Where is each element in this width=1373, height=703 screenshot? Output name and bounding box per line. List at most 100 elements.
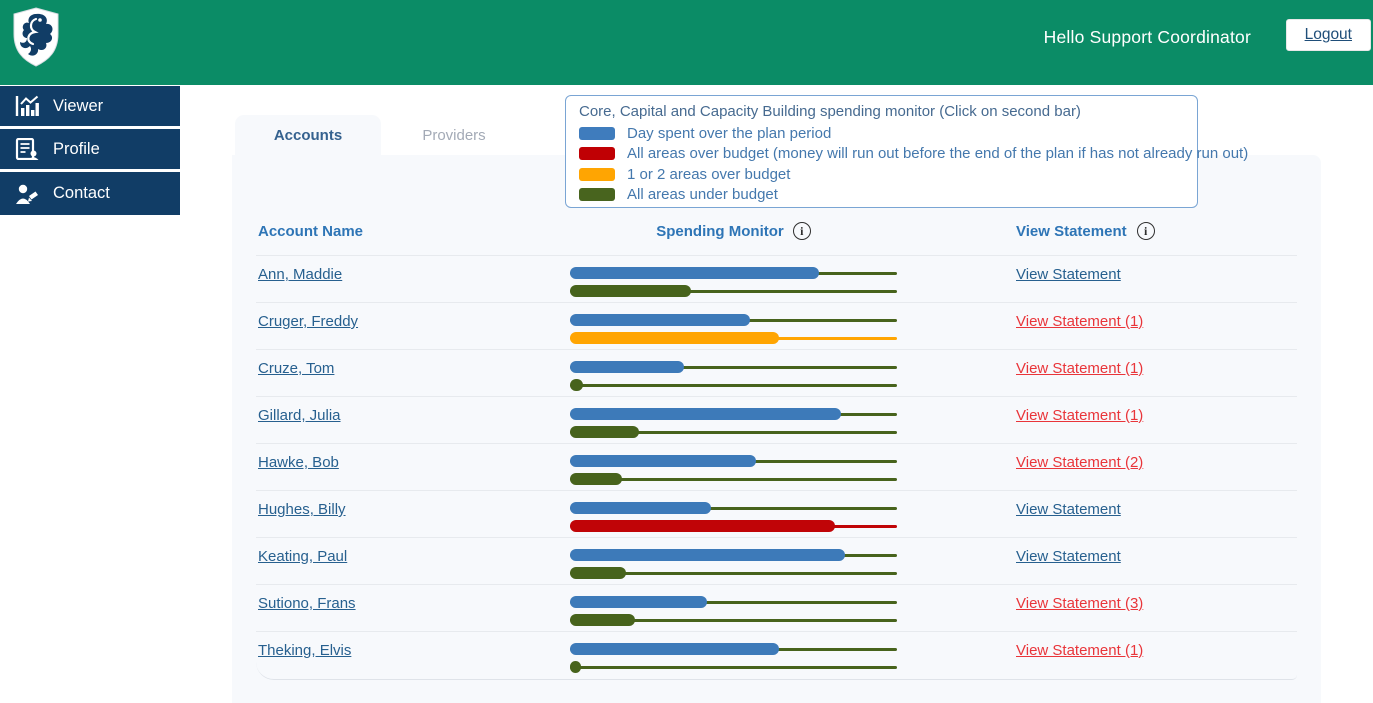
legend-color-swatch <box>579 188 615 202</box>
account-name-link[interactable]: Cruze, Tom <box>258 360 335 377</box>
spending-monitor-legend: Core, Capital and Capacity Building spen… <box>565 95 1248 208</box>
legend-label: 1 or 2 areas over budget <box>627 165 791 183</box>
budget-status-bar[interactable] <box>570 426 897 438</box>
table-header-row: Account Name Spending Monitor i View Sta… <box>256 207 1297 256</box>
day-spent-bar <box>570 408 897 420</box>
day-spent-bar-track <box>570 365 897 369</box>
view-statement-link[interactable]: View Statement (1) <box>1016 642 1144 659</box>
budget-bar-track <box>570 477 897 481</box>
sidebar-item-label: Contact <box>53 184 110 202</box>
table-row: Hawke, Bob View Statement (2) <box>256 444 1297 491</box>
table-row: Cruze, Tom View Statement (1) <box>256 350 1297 397</box>
legend-label: All areas over budget (money will run ou… <box>627 145 1249 163</box>
day-spent-bar <box>570 549 897 561</box>
budget-bar-fill <box>570 614 636 626</box>
tab-bar: Accounts Providers <box>235 115 527 155</box>
budget-status-bar[interactable] <box>570 567 897 579</box>
view-statement-link[interactable]: View Statement <box>1016 501 1121 518</box>
budget-status-bar[interactable] <box>570 661 897 673</box>
legend-item: 1 or 2 areas over budget <box>579 164 1184 185</box>
day-spent-bar-fill <box>570 549 845 561</box>
budget-status-bar[interactable] <box>570 473 897 485</box>
legend-color-swatch <box>579 147 615 161</box>
day-spent-bar-track <box>570 506 897 510</box>
account-name-link[interactable]: Cruger, Freddy <box>258 313 359 330</box>
tab-providers[interactable]: Providers <box>381 115 527 155</box>
budget-bar-fill <box>570 332 780 344</box>
table-row: Ann, Maddie View Statement <box>256 256 1297 303</box>
budget-bar-fill <box>570 285 691 297</box>
view-statement-link[interactable]: View Statement (1) <box>1016 313 1144 330</box>
info-icon[interactable]: i <box>792 222 811 240</box>
greeting-text: Hello Support Coordinator <box>1043 27 1251 47</box>
view-statement-link[interactable]: View Statement (1) <box>1016 360 1144 377</box>
accounts-panel: Account Name Spending Monitor i View Sta… <box>232 155 1321 703</box>
legend-color-swatch <box>579 167 615 181</box>
view-statement-link[interactable]: View Statement <box>1016 548 1121 565</box>
budget-bar-fill <box>570 379 584 391</box>
table-row: Gillard, Julia View Statement (1) <box>256 397 1297 444</box>
contact-person-icon <box>14 183 40 205</box>
table-row: Sutiono, Frans View Statement (3) <box>256 585 1297 632</box>
legend-items: Day spent over the plan period All areas… <box>579 123 1248 206</box>
day-spent-bar-track <box>570 600 897 604</box>
account-name-link[interactable]: Theking, Elvis <box>258 642 352 659</box>
tab-accounts[interactable]: Accounts <box>235 115 381 155</box>
view-statement-link[interactable]: View Statement (1) <box>1016 407 1144 424</box>
budget-status-bar[interactable] <box>570 285 897 297</box>
table-row: Keating, Paul View Statement <box>256 538 1297 585</box>
spending-monitor-bars <box>570 444 897 490</box>
account-name-link[interactable]: Hawke, Bob <box>258 454 339 471</box>
table-row: Theking, Elvis View Statement (1) <box>256 632 1297 679</box>
budget-bar-fill <box>570 520 835 532</box>
account-name-link[interactable]: Hughes, Billy <box>258 501 346 518</box>
spending-monitor-bars <box>570 303 897 349</box>
sidebar-item-label: Viewer <box>53 96 104 115</box>
view-statement-link[interactable]: View Statement <box>1016 266 1121 283</box>
budget-bar-fill <box>570 473 623 485</box>
legend-item: All areas under budget <box>579 185 1184 206</box>
legend-label: Day spent over the plan period <box>627 124 832 142</box>
sidebar-item-profile[interactable]: Profile <box>0 129 180 172</box>
info-icon[interactable]: i <box>1136 222 1155 240</box>
spending-monitor-bars <box>570 538 897 584</box>
day-spent-bar-fill <box>570 643 780 655</box>
column-header-view-statement: View Statement <box>1016 222 1127 240</box>
day-spent-bar-fill <box>570 502 711 514</box>
budget-status-bar[interactable] <box>570 614 897 626</box>
sidebar-item-viewer[interactable]: Viewer <box>0 86 180 129</box>
day-spent-bar <box>570 455 897 467</box>
view-statement-link[interactable]: View Statement (2) <box>1016 454 1144 471</box>
budget-bar-track <box>570 430 897 434</box>
account-name-link[interactable]: Sutiono, Frans <box>258 595 356 612</box>
budget-bar-track <box>570 571 897 575</box>
legend-item: Day spent over the plan period <box>579 123 1184 144</box>
shield-logo-icon <box>13 7 59 67</box>
day-spent-bar <box>570 267 897 279</box>
sidebar-item-contact[interactable]: Contact <box>0 172 180 215</box>
account-name-link[interactable]: Keating, Paul <box>258 548 348 565</box>
budget-bar-fill <box>570 426 639 438</box>
app-header: Hello Support Coordinator Logout <box>0 0 1373 85</box>
account-name-link[interactable]: Gillard, Julia <box>258 407 341 424</box>
spending-monitor-bars <box>570 256 897 302</box>
budget-status-bar[interactable] <box>570 332 897 344</box>
view-statement-link[interactable]: View Statement (3) <box>1016 595 1144 612</box>
chart-icon <box>14 95 40 117</box>
day-spent-bar-fill <box>570 314 750 326</box>
table-body: Ann, Maddie View Statement Cruger, Fredd… <box>256 256 1297 680</box>
logout-button[interactable]: Logout <box>1285 19 1371 51</box>
day-spent-bar-fill <box>570 408 842 420</box>
day-spent-bar <box>570 361 897 373</box>
organisation-logo <box>13 7 59 72</box>
day-spent-bar <box>570 502 897 514</box>
day-spent-bar <box>570 643 897 655</box>
day-spent-bar-fill <box>570 596 708 608</box>
budget-status-bar[interactable] <box>570 379 897 391</box>
legend-label: All areas under budget <box>627 186 778 204</box>
day-spent-bar <box>570 596 897 608</box>
account-name-link[interactable]: Ann, Maddie <box>258 266 343 283</box>
table-row: Hughes, Billy View Statement <box>256 491 1297 538</box>
budget-status-bar[interactable] <box>570 520 897 532</box>
day-spent-bar-fill <box>570 361 685 373</box>
